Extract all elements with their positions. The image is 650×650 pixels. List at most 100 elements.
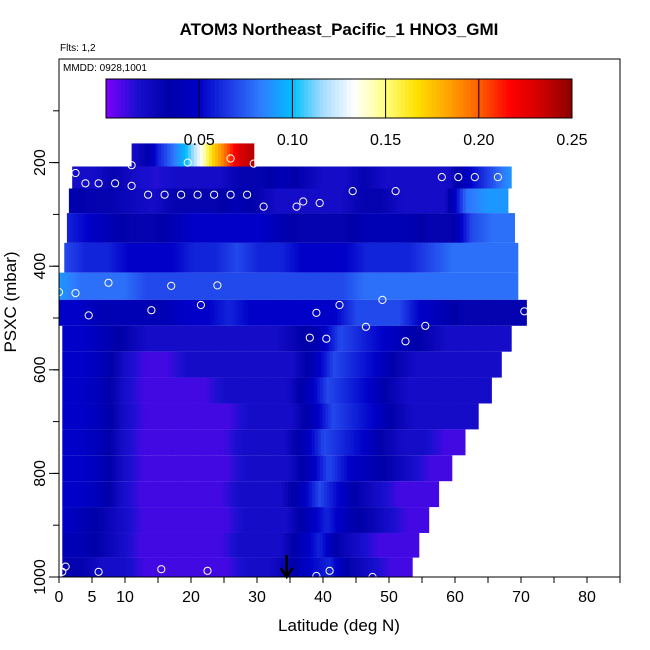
heatmap-cell (427, 455, 432, 482)
heatmap-cell (329, 507, 334, 533)
heatmap-cell (62, 532, 66, 558)
heatmap-cell (98, 403, 102, 430)
heatmap-cell (266, 351, 271, 378)
heatmap-cell (367, 455, 372, 482)
heatmap-cell (432, 351, 436, 378)
heatmap-cell (187, 557, 192, 577)
heatmap-cell (83, 507, 87, 533)
colorbar-swatch (323, 79, 328, 118)
heatmap-cell (340, 325, 345, 352)
heatmap-cell (88, 242, 92, 273)
heatmap-cell (394, 272, 399, 300)
heatmap-cell (108, 166, 112, 189)
colorbar-swatch (401, 79, 406, 118)
heatmap-cell (202, 325, 207, 352)
heatmap-cell (113, 351, 118, 378)
heatmap-cell (319, 403, 324, 430)
heatmap-cell (143, 481, 148, 508)
heatmap-cell (163, 242, 167, 273)
heatmap-cell (65, 325, 69, 352)
heatmap-cell (257, 351, 262, 378)
heatmap-cell (484, 166, 488, 189)
heatmap-cell (508, 299, 512, 326)
heatmap-cell (465, 351, 469, 378)
heatmap-cell (242, 429, 247, 456)
heatmap-cell (209, 351, 214, 378)
heatmap-cell (466, 242, 471, 273)
heatmap-cell (94, 272, 99, 300)
heatmap-cell (372, 166, 377, 189)
heatmap-cell (313, 272, 318, 300)
heatmap-cell (241, 213, 245, 243)
heatmap-cell (390, 188, 395, 214)
heatmap-cell (107, 429, 111, 456)
heatmap-cell (273, 166, 278, 189)
heatmap-cell (155, 507, 159, 533)
heatmap-cell (448, 242, 453, 273)
heatmap-cell (475, 166, 479, 189)
heatmap-cell (286, 557, 291, 577)
heatmap-cell (242, 532, 246, 558)
heatmap-cell (218, 455, 222, 482)
heatmap-cell (394, 557, 398, 577)
heatmap-cell (463, 166, 467, 189)
heatmap-cell (348, 166, 353, 189)
colorbar-swatch (206, 79, 212, 118)
colorbar-swatch (238, 79, 243, 118)
heatmap-cell (224, 351, 229, 378)
heatmap-cell (373, 325, 378, 352)
heatmap-cell (80, 481, 84, 508)
heatmap-cell (327, 188, 332, 214)
heatmap-cell (101, 455, 105, 482)
heatmap-cell (260, 351, 265, 378)
heatmap-cell (143, 557, 147, 577)
heatmap-cell (349, 455, 354, 482)
heatmap-cell (450, 188, 455, 214)
heatmap-cell (358, 532, 363, 558)
heatmap-cell (250, 532, 255, 558)
heatmap-cell (77, 188, 82, 214)
heatmap-cell (301, 557, 306, 577)
heatmap-cell (62, 351, 66, 378)
heatmap-cell (343, 272, 348, 300)
heatmap-cell (196, 242, 200, 273)
heatmap-cell (365, 429, 370, 456)
heatmap-cell (104, 188, 109, 214)
heatmap-cell (179, 455, 183, 482)
heatmap-cell (107, 532, 111, 558)
heatmap-cell (294, 166, 299, 189)
heatmap-cell (284, 507, 289, 533)
heatmap-cell (123, 213, 128, 243)
heatmap-cell (241, 403, 246, 430)
heatmap-cell (382, 455, 387, 482)
heatmap-cell (83, 377, 87, 404)
heatmap-cell (451, 403, 455, 430)
heatmap-cell (307, 455, 312, 482)
heatmap-cell (233, 377, 237, 404)
heatmap-cell (223, 403, 228, 430)
heatmap-cell (146, 325, 150, 352)
heatmap-cell (182, 429, 187, 456)
heatmap-cell (441, 351, 445, 378)
heatmap-cell (209, 377, 213, 404)
heatmap-cell (295, 403, 300, 430)
heatmap-cell (184, 325, 189, 352)
observation-point (167, 281, 176, 290)
heatmap-cell (376, 242, 381, 273)
heatmap-cell (226, 557, 231, 577)
heatmap-cell (322, 403, 327, 430)
heatmap-cell (272, 377, 276, 404)
observation-point (312, 308, 321, 317)
heatmap-cell (144, 188, 148, 214)
heatmap-cell (404, 507, 409, 533)
heatmap-cell (391, 557, 395, 577)
heatmap-cell (176, 325, 180, 352)
heatmap-cell (301, 242, 306, 273)
heatmap-cell (328, 272, 333, 300)
heatmap-cell (380, 377, 384, 404)
heatmap-cell (78, 213, 83, 243)
heatmap-cell (248, 351, 253, 378)
heatmap-cell (125, 403, 129, 430)
heatmap-cell (134, 429, 139, 456)
heatmap-cell (296, 351, 301, 378)
